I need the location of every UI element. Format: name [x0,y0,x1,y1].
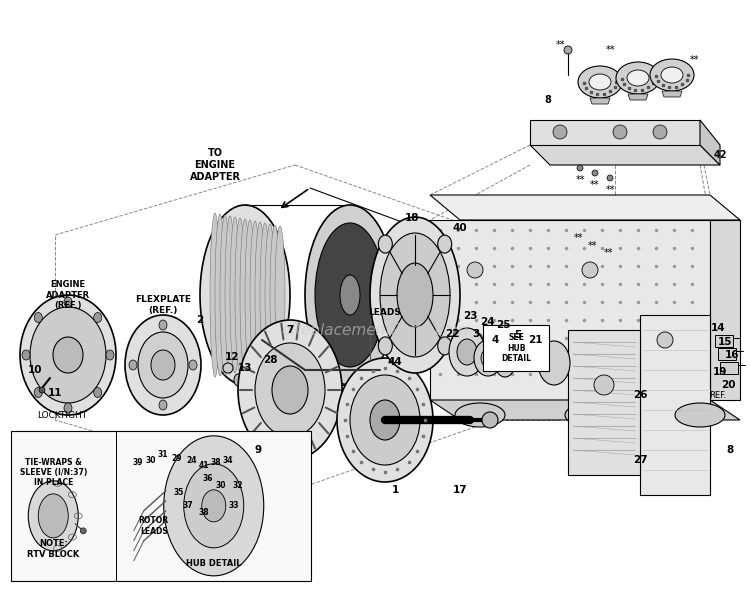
Ellipse shape [565,403,615,427]
Ellipse shape [538,341,570,385]
Polygon shape [530,120,700,145]
Text: 38: 38 [199,508,209,517]
Ellipse shape [474,340,502,376]
Text: **: ** [605,45,615,55]
Ellipse shape [34,387,42,397]
Text: 2: 2 [196,315,204,325]
Ellipse shape [582,332,598,348]
Ellipse shape [340,275,360,315]
Text: 34: 34 [223,456,233,465]
Ellipse shape [250,221,260,369]
Ellipse shape [305,205,395,385]
Ellipse shape [577,165,583,171]
Text: 8: 8 [726,445,734,455]
Ellipse shape [455,403,505,427]
Text: **: ** [588,241,598,251]
Ellipse shape [592,170,598,176]
Ellipse shape [22,350,30,360]
Ellipse shape [675,403,725,427]
Ellipse shape [159,320,167,330]
Text: 22: 22 [445,329,459,339]
Text: 36: 36 [203,474,214,483]
Ellipse shape [210,213,220,377]
Polygon shape [715,335,733,347]
Ellipse shape [230,217,240,373]
Text: 14: 14 [711,323,725,333]
Ellipse shape [240,219,250,371]
Text: 39: 39 [133,458,143,467]
Ellipse shape [138,332,188,398]
Ellipse shape [495,349,515,377]
Ellipse shape [467,262,483,278]
Ellipse shape [438,337,452,355]
Polygon shape [11,430,311,581]
Text: 28: 28 [262,355,278,365]
Ellipse shape [260,223,270,367]
Text: 20: 20 [721,380,735,390]
Ellipse shape [164,436,264,576]
Ellipse shape [378,337,392,355]
Text: 11: 11 [48,388,62,398]
Polygon shape [700,120,720,165]
Text: 23: 23 [463,311,477,321]
Text: 31: 31 [158,450,169,459]
Ellipse shape [657,332,673,348]
Text: TIE-WRAPS &
SLEEVE (I/N:37)
IN PLACE: TIE-WRAPS & SLEEVE (I/N:37) IN PLACE [20,458,87,488]
Text: ENGINE
ADAPTER
(REF.): ENGINE ADAPTER (REF.) [46,280,90,310]
Text: 24: 24 [480,317,494,327]
Polygon shape [430,400,740,420]
Ellipse shape [482,412,498,428]
Ellipse shape [255,343,325,437]
Text: 24: 24 [186,456,196,465]
Ellipse shape [34,312,42,322]
Ellipse shape [337,358,433,482]
Polygon shape [568,330,640,475]
Text: 25: 25 [496,320,510,330]
Ellipse shape [613,125,627,139]
Ellipse shape [215,214,225,376]
Text: 16: 16 [724,350,740,360]
Ellipse shape [238,320,342,460]
Ellipse shape [553,125,567,139]
Text: 44: 44 [388,357,403,367]
Polygon shape [720,362,738,374]
Text: 5: 5 [514,330,522,340]
Text: 40: 40 [453,223,467,233]
Ellipse shape [582,262,598,278]
Text: 3: 3 [472,329,480,339]
Text: 18: 18 [405,213,419,223]
Text: REF.: REF. [710,391,727,400]
Ellipse shape [594,375,614,395]
Ellipse shape [223,363,233,373]
Text: 15: 15 [718,337,732,347]
Ellipse shape [661,67,683,83]
Ellipse shape [627,70,649,86]
Ellipse shape [30,307,106,403]
Polygon shape [662,91,682,97]
Ellipse shape [64,297,72,307]
Ellipse shape [449,328,485,376]
Ellipse shape [438,235,452,253]
Ellipse shape [28,481,78,551]
Text: HUB DETAIL: HUB DETAIL [186,558,242,568]
Text: **: ** [573,233,583,243]
Text: 10: 10 [28,365,42,375]
Ellipse shape [94,387,102,397]
Text: FLEXPLATE
(REF.): FLEXPLATE (REF.) [135,295,191,315]
Polygon shape [430,220,710,400]
Ellipse shape [275,226,285,364]
Text: 32: 32 [233,481,244,490]
Ellipse shape [106,350,114,360]
Ellipse shape [457,339,477,365]
Ellipse shape [94,312,102,322]
Text: **: ** [555,40,565,50]
Ellipse shape [200,205,290,385]
Text: LOCKTIGHT: LOCKTIGHT [37,410,87,419]
Ellipse shape [39,387,45,393]
Ellipse shape [255,222,265,368]
Polygon shape [640,315,710,495]
Ellipse shape [370,217,460,373]
FancyBboxPatch shape [483,325,549,371]
Text: **: ** [575,175,585,185]
Ellipse shape [258,451,266,459]
